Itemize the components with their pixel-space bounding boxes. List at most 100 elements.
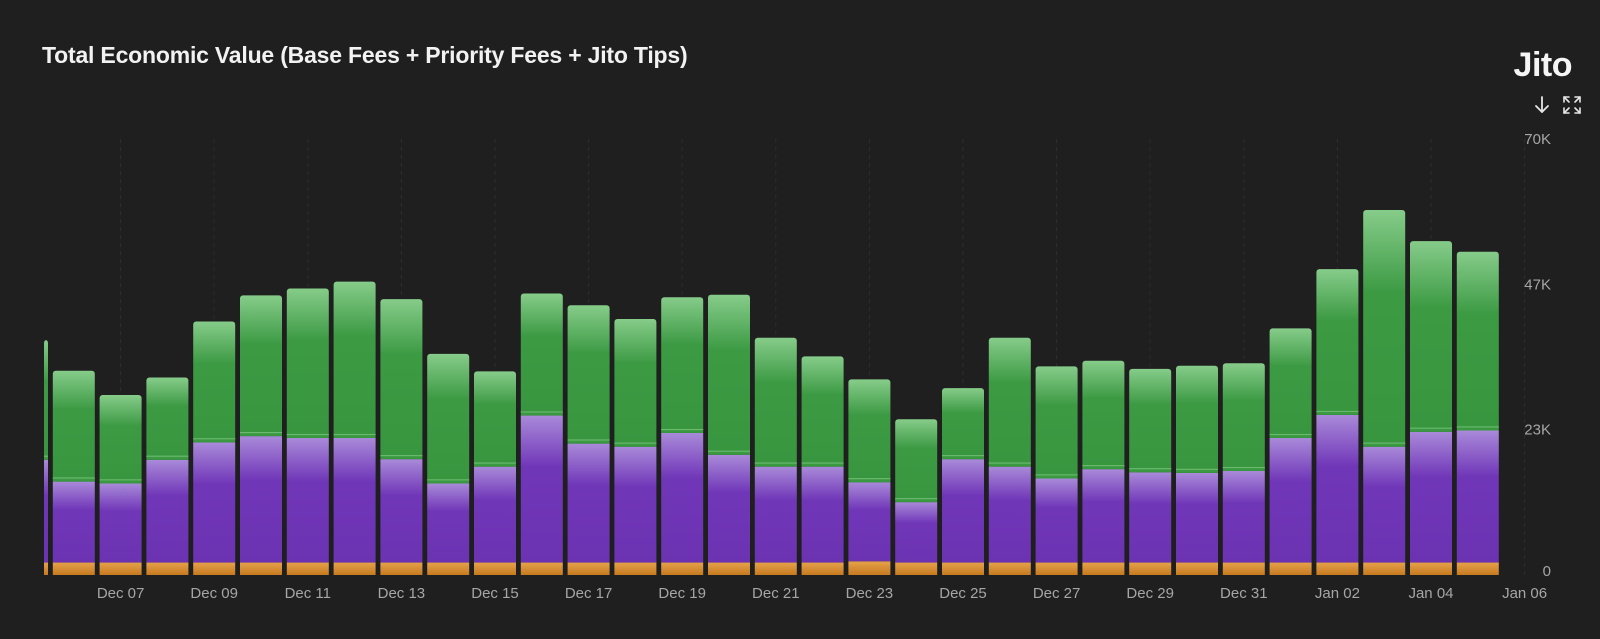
bar-segment[interactable] [1176, 365, 1218, 473]
bar-segment[interactable] [99, 483, 142, 563]
bar-segment[interactable] [474, 371, 516, 467]
bar-segment[interactable] [240, 295, 282, 437]
bar-segment[interactable] [44, 459, 48, 563]
bar-segment[interactable] [895, 502, 938, 563]
bar-segment[interactable] [1363, 446, 1406, 563]
bar-segment[interactable] [1222, 363, 1265, 471]
bar-segment[interactable] [99, 562, 142, 575]
bar-segment[interactable] [99, 394, 142, 484]
bar-segment[interactable] [801, 356, 844, 467]
bar-segment[interactable] [193, 321, 236, 443]
bar-segment[interactable] [1363, 210, 1406, 447]
bar-segment[interactable] [895, 419, 938, 503]
bar-segment[interactable] [1082, 562, 1125, 575]
bar-segment[interactable] [567, 305, 610, 444]
bar-segment[interactable] [333, 562, 376, 575]
bar-segment[interactable] [988, 337, 1031, 467]
bar-segment[interactable] [1456, 251, 1499, 431]
bar-segment[interactable] [52, 481, 95, 563]
bar-segment[interactable] [44, 340, 48, 460]
bar-segment[interactable] [567, 443, 610, 563]
bar-segment[interactable] [1222, 562, 1265, 575]
bar-segment[interactable] [988, 562, 1031, 575]
bar-segment[interactable] [614, 446, 657, 563]
bar-segment[interactable] [1410, 241, 1452, 432]
bar-segment[interactable] [240, 436, 282, 563]
bar-segment[interactable] [614, 319, 657, 447]
arrow-down-icon [1535, 96, 1549, 113]
bar-segment[interactable] [801, 562, 844, 575]
bar-segment[interactable] [708, 562, 750, 575]
bar-segment[interactable] [146, 459, 189, 563]
bar-segment[interactable] [848, 379, 891, 483]
bar-segment[interactable] [474, 466, 516, 563]
bar-segment[interactable] [661, 297, 704, 433]
bar-segment[interactable] [1035, 562, 1078, 575]
bar-segment[interactable] [988, 466, 1031, 563]
bar-segment[interactable] [1269, 328, 1312, 438]
bar-segment[interactable] [848, 482, 891, 562]
bar-segment[interactable] [520, 415, 563, 563]
bar-segment[interactable] [146, 377, 189, 460]
bar-segment[interactable] [754, 466, 797, 563]
bar-segment[interactable] [661, 432, 704, 563]
bar-segment[interactable] [286, 562, 329, 575]
download-button[interactable] [1531, 94, 1553, 116]
bar-segment[interactable] [1316, 562, 1359, 575]
bar-segment[interactable] [380, 299, 423, 460]
bar-segment[interactable] [848, 561, 891, 575]
bar-segment[interactable] [520, 562, 563, 575]
bar-segment[interactable] [193, 562, 236, 575]
bar-segment[interactable] [286, 288, 329, 438]
bar-segment[interactable] [240, 562, 282, 575]
bar-segment[interactable] [427, 562, 470, 575]
bar-segment[interactable] [1269, 437, 1312, 563]
bar-segment[interactable] [1082, 360, 1125, 470]
bar-segment[interactable] [1456, 562, 1499, 575]
bar-segment[interactable] [708, 454, 750, 563]
bar-segment[interactable] [44, 562, 48, 575]
bar-segment[interactable] [567, 562, 610, 575]
bar-segment-fill [988, 462, 1031, 467]
bar-segment[interactable] [333, 281, 376, 438]
bar-segment[interactable] [146, 562, 189, 575]
bar-segment[interactable] [1363, 562, 1406, 575]
bar-segment[interactable] [942, 562, 984, 575]
bar-segment[interactable] [427, 353, 470, 484]
bar-segment[interactable] [474, 562, 516, 575]
bar-segment[interactable] [708, 294, 750, 455]
bar-segment[interactable] [333, 437, 376, 563]
bar-segment[interactable] [614, 562, 657, 575]
bar-segment[interactable] [520, 293, 563, 416]
bar-segment[interactable] [1316, 269, 1359, 415]
bar-segment[interactable] [427, 483, 470, 563]
bar-segment[interactable] [895, 562, 938, 575]
bar-segment[interactable] [661, 562, 704, 575]
bar-segment[interactable] [380, 459, 423, 563]
bar-segment[interactable] [1176, 472, 1218, 563]
fullscreen-button[interactable] [1561, 94, 1583, 116]
bar-segment[interactable] [942, 459, 984, 563]
bar-segment[interactable] [1129, 562, 1172, 575]
bar-segment[interactable] [801, 466, 844, 563]
bar-segment[interactable] [1035, 366, 1078, 479]
bar-segment[interactable] [1035, 478, 1078, 563]
bar-segment[interactable] [286, 437, 329, 563]
bar-segment[interactable] [1129, 472, 1172, 563]
bar-segment[interactable] [1410, 431, 1452, 563]
bar-segment[interactable] [52, 370, 95, 482]
bar-segment[interactable] [1410, 562, 1452, 575]
bar-segment[interactable] [1316, 414, 1359, 563]
bar-segment[interactable] [1129, 368, 1172, 473]
bar-segment[interactable] [1222, 470, 1265, 563]
bar-segment[interactable] [380, 562, 423, 575]
bar-segment[interactable] [1269, 562, 1312, 575]
bar-segment[interactable] [1176, 562, 1218, 575]
bar-segment[interactable] [754, 562, 797, 575]
bar-segment[interactable] [1456, 430, 1499, 563]
bar-segment[interactable] [1082, 469, 1125, 563]
bar-segment[interactable] [754, 337, 797, 467]
bar-segment[interactable] [942, 388, 984, 460]
bar-segment[interactable] [193, 442, 236, 563]
bar-segment[interactable] [52, 562, 95, 575]
